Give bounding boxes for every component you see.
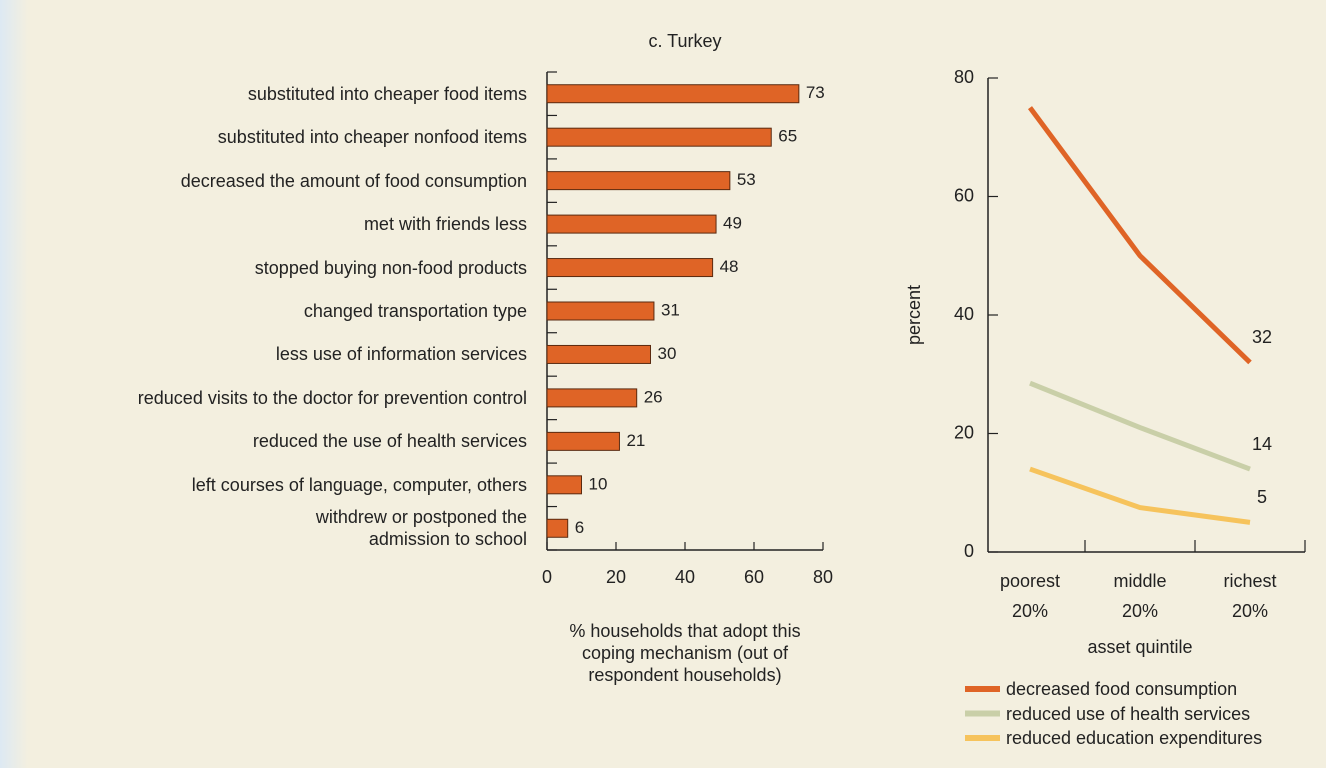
y-tick-label: 40 [954,304,974,324]
bar [546,518,569,538]
bar [546,171,731,191]
bar [546,344,651,364]
y-tick-label: 0 [964,541,974,561]
category-label: withdrew or postponed the admission to s… [315,507,527,550]
category-label: substituted into cheaper food items [247,83,527,104]
value-label: 6 [575,518,584,537]
y-tick-label: 80 [954,67,974,87]
line [1027,106,1252,365]
value-label: 48 [720,257,739,276]
legend-label: reduced use of health services [1006,703,1251,724]
end-label: 5 [1257,487,1267,507]
bar [546,388,638,408]
value-label: 21 [626,431,645,450]
value-label: 65 [778,127,797,146]
bar [546,475,582,495]
value-label: 49 [723,214,742,233]
end-label: 32 [1252,327,1272,347]
x-tick-label: 80 [813,567,833,587]
value-label: 26 [644,387,663,406]
category-label: reduced visits to the doctor for prevent… [137,387,527,408]
x-tick-label: 40 [675,567,695,587]
legend-label: reduced education expenditures [1006,728,1263,748]
bar [546,214,717,234]
bar [546,301,655,321]
bar [546,127,772,147]
line [1029,466,1251,525]
category-label: substituted into cheaper nonfood items [217,127,527,148]
category-label: met with friends less [363,214,527,235]
bar [546,84,800,104]
bar [546,258,714,278]
x-tick-label: middle 20% [1113,571,1167,621]
category-label: stopped buying non-food products [254,257,527,278]
legend-swatch [965,710,1000,717]
legend-label: decreased food consumption [1006,679,1238,699]
value-label: 73 [806,83,825,102]
end-label: 14 [1252,434,1272,454]
value-label: 31 [661,300,680,319]
category-label: reduced the use of health services [252,431,527,452]
y-tick-label: 20 [954,422,974,442]
x-tick-label: 60 [744,567,764,587]
x-tick-label: 0 [542,567,552,587]
value-label: 10 [589,474,608,493]
category-label: left courses of language, computer, othe… [191,474,527,495]
category-label: changed transportation type [303,301,527,321]
bar [546,431,620,451]
value-label: 30 [658,344,677,363]
value-label: 53 [737,170,756,189]
legend-swatch [965,735,1000,741]
x-axis-title: asset quintile [1087,637,1193,657]
y-tick-label: 60 [954,185,974,205]
y-axis-title: percent [904,285,924,345]
legend-swatch [965,686,1000,692]
x-tick-label: poorest 20% [999,571,1061,621]
category-label: decreased the amount of food consumption [180,170,527,191]
category-label: less use of information services [275,344,527,365]
x-axis-title: % households that adopt this coping mech… [569,621,801,685]
line [1029,380,1251,472]
chart-title: c. Turkey [648,31,722,51]
x-tick-label: richest 20% [1223,571,1277,621]
x-tick-label: 20 [606,567,626,587]
